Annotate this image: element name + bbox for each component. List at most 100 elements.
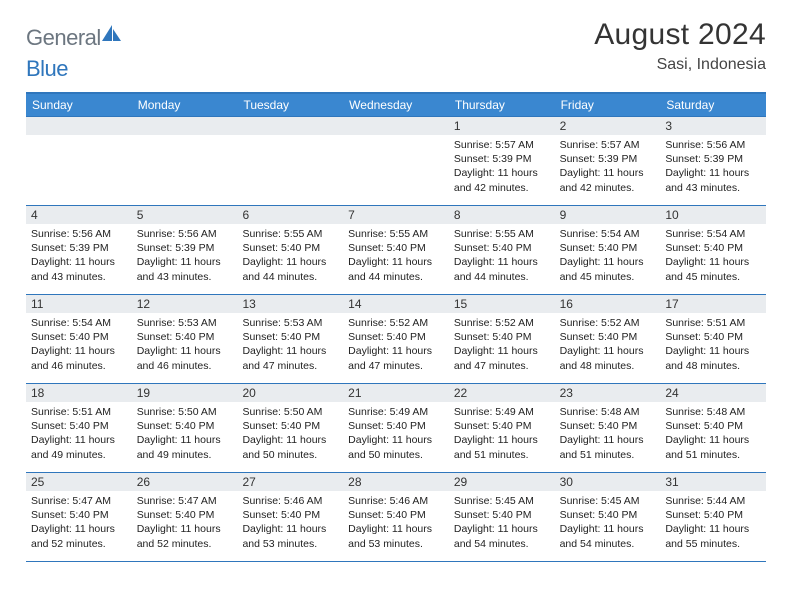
daylight-text: Daylight: 11 hours and 43 minutes.: [665, 166, 761, 194]
day-cell: 16Sunrise: 5:52 AMSunset: 5:40 PMDayligh…: [555, 295, 661, 383]
sunset-text: Sunset: 5:40 PM: [348, 241, 444, 255]
sunrise-text: Sunrise: 5:51 AM: [31, 405, 127, 419]
day-number: 11: [26, 295, 132, 313]
sunset-text: Sunset: 5:40 PM: [31, 508, 127, 522]
sunset-text: Sunset: 5:40 PM: [137, 508, 233, 522]
day-details: Sunrise: 5:56 AMSunset: 5:39 PMDaylight:…: [26, 224, 132, 288]
daylight-text: Daylight: 11 hours and 54 minutes.: [560, 522, 656, 550]
day-details: Sunrise: 5:49 AMSunset: 5:40 PMDaylight:…: [449, 402, 555, 466]
daylight-text: Daylight: 11 hours and 48 minutes.: [665, 344, 761, 372]
sunset-text: Sunset: 5:40 PM: [454, 508, 550, 522]
day-cell: 6Sunrise: 5:55 AMSunset: 5:40 PMDaylight…: [237, 206, 343, 294]
title-block: August 2024 Sasi, Indonesia: [594, 18, 766, 74]
sunrise-text: Sunrise: 5:54 AM: [560, 227, 656, 241]
day-details: Sunrise: 5:56 AMSunset: 5:39 PMDaylight:…: [132, 224, 238, 288]
day-number: 7: [343, 206, 449, 224]
sunrise-text: Sunrise: 5:46 AM: [348, 494, 444, 508]
sunset-text: Sunset: 5:39 PM: [137, 241, 233, 255]
week-row: 25Sunrise: 5:47 AMSunset: 5:40 PMDayligh…: [26, 472, 766, 562]
day-number: 22: [449, 384, 555, 402]
sunrise-text: Sunrise: 5:54 AM: [31, 316, 127, 330]
day-number: 10: [660, 206, 766, 224]
day-cell: 19Sunrise: 5:50 AMSunset: 5:40 PMDayligh…: [132, 384, 238, 472]
daylight-text: Daylight: 11 hours and 44 minutes.: [454, 255, 550, 283]
day-details: Sunrise: 5:52 AMSunset: 5:40 PMDaylight:…: [449, 313, 555, 377]
day-number: 16: [555, 295, 661, 313]
day-cell: [343, 117, 449, 205]
day-number: 30: [555, 473, 661, 491]
brand-text-2: Blue: [26, 56, 68, 82]
day-cell: 1Sunrise: 5:57 AMSunset: 5:39 PMDaylight…: [449, 117, 555, 205]
month-title: August 2024: [594, 18, 766, 52]
day-cell: 5Sunrise: 5:56 AMSunset: 5:39 PMDaylight…: [132, 206, 238, 294]
daylight-text: Daylight: 11 hours and 51 minutes.: [560, 433, 656, 461]
day-number: 20: [237, 384, 343, 402]
day-details: Sunrise: 5:45 AMSunset: 5:40 PMDaylight:…: [449, 491, 555, 555]
daylight-text: Daylight: 11 hours and 55 minutes.: [665, 522, 761, 550]
week-row: 1Sunrise: 5:57 AMSunset: 5:39 PMDaylight…: [26, 116, 766, 205]
day-cell: 18Sunrise: 5:51 AMSunset: 5:40 PMDayligh…: [26, 384, 132, 472]
sunset-text: Sunset: 5:39 PM: [560, 152, 656, 166]
day-details: Sunrise: 5:45 AMSunset: 5:40 PMDaylight:…: [555, 491, 661, 555]
brand-sail-icon: [101, 24, 123, 47]
daylight-text: Daylight: 11 hours and 44 minutes.: [242, 255, 338, 283]
day-cell: [237, 117, 343, 205]
day-number: 17: [660, 295, 766, 313]
day-number: 15: [449, 295, 555, 313]
daylight-text: Daylight: 11 hours and 50 minutes.: [348, 433, 444, 461]
sunrise-text: Sunrise: 5:57 AM: [454, 138, 550, 152]
day-number: 21: [343, 384, 449, 402]
day-cell: [132, 117, 238, 205]
day-cell: 26Sunrise: 5:47 AMSunset: 5:40 PMDayligh…: [132, 473, 238, 561]
day-number: 1: [449, 117, 555, 135]
sunrise-text: Sunrise: 5:54 AM: [665, 227, 761, 241]
sunset-text: Sunset: 5:40 PM: [665, 241, 761, 255]
day-details: Sunrise: 5:57 AMSunset: 5:39 PMDaylight:…: [555, 135, 661, 199]
day-number: 6: [237, 206, 343, 224]
sunset-text: Sunset: 5:40 PM: [31, 419, 127, 433]
sunset-text: Sunset: 5:40 PM: [665, 330, 761, 344]
day-cell: 13Sunrise: 5:53 AMSunset: 5:40 PMDayligh…: [237, 295, 343, 383]
daylight-text: Daylight: 11 hours and 46 minutes.: [31, 344, 127, 372]
sunrise-text: Sunrise: 5:45 AM: [560, 494, 656, 508]
sunset-text: Sunset: 5:40 PM: [242, 241, 338, 255]
day-cell: 3Sunrise: 5:56 AMSunset: 5:39 PMDaylight…: [660, 117, 766, 205]
sunset-text: Sunset: 5:40 PM: [348, 419, 444, 433]
sunset-text: Sunset: 5:40 PM: [454, 241, 550, 255]
sunset-text: Sunset: 5:39 PM: [665, 152, 761, 166]
day-cell: 12Sunrise: 5:53 AMSunset: 5:40 PMDayligh…: [132, 295, 238, 383]
day-number: 29: [449, 473, 555, 491]
day-cell: 22Sunrise: 5:49 AMSunset: 5:40 PMDayligh…: [449, 384, 555, 472]
brand-logo: General: [26, 24, 125, 51]
day-cell: 30Sunrise: 5:45 AMSunset: 5:40 PMDayligh…: [555, 473, 661, 561]
day-number: [237, 117, 343, 135]
weekday-header: Friday: [555, 94, 661, 116]
day-details: Sunrise: 5:48 AMSunset: 5:40 PMDaylight:…: [660, 402, 766, 466]
day-cell: 11Sunrise: 5:54 AMSunset: 5:40 PMDayligh…: [26, 295, 132, 383]
day-number: [343, 117, 449, 135]
sunrise-text: Sunrise: 5:50 AM: [137, 405, 233, 419]
day-number: 24: [660, 384, 766, 402]
sunrise-text: Sunrise: 5:49 AM: [348, 405, 444, 419]
sunrise-text: Sunrise: 5:48 AM: [665, 405, 761, 419]
daylight-text: Daylight: 11 hours and 53 minutes.: [242, 522, 338, 550]
day-cell: 14Sunrise: 5:52 AMSunset: 5:40 PMDayligh…: [343, 295, 449, 383]
sunrise-text: Sunrise: 5:46 AM: [242, 494, 338, 508]
day-details: Sunrise: 5:55 AMSunset: 5:40 PMDaylight:…: [449, 224, 555, 288]
sunset-text: Sunset: 5:40 PM: [560, 330, 656, 344]
daylight-text: Daylight: 11 hours and 49 minutes.: [31, 433, 127, 461]
day-details: Sunrise: 5:51 AMSunset: 5:40 PMDaylight:…: [660, 313, 766, 377]
daylight-text: Daylight: 11 hours and 47 minutes.: [454, 344, 550, 372]
sunrise-text: Sunrise: 5:57 AM: [560, 138, 656, 152]
daylight-text: Daylight: 11 hours and 45 minutes.: [665, 255, 761, 283]
day-cell: 23Sunrise: 5:48 AMSunset: 5:40 PMDayligh…: [555, 384, 661, 472]
day-number: 14: [343, 295, 449, 313]
sunset-text: Sunset: 5:40 PM: [665, 508, 761, 522]
daylight-text: Daylight: 11 hours and 50 minutes.: [242, 433, 338, 461]
daylight-text: Daylight: 11 hours and 54 minutes.: [454, 522, 550, 550]
sunrise-text: Sunrise: 5:48 AM: [560, 405, 656, 419]
sunset-text: Sunset: 5:40 PM: [560, 419, 656, 433]
sunrise-text: Sunrise: 5:52 AM: [454, 316, 550, 330]
day-details: Sunrise: 5:55 AMSunset: 5:40 PMDaylight:…: [237, 224, 343, 288]
sunrise-text: Sunrise: 5:49 AM: [454, 405, 550, 419]
